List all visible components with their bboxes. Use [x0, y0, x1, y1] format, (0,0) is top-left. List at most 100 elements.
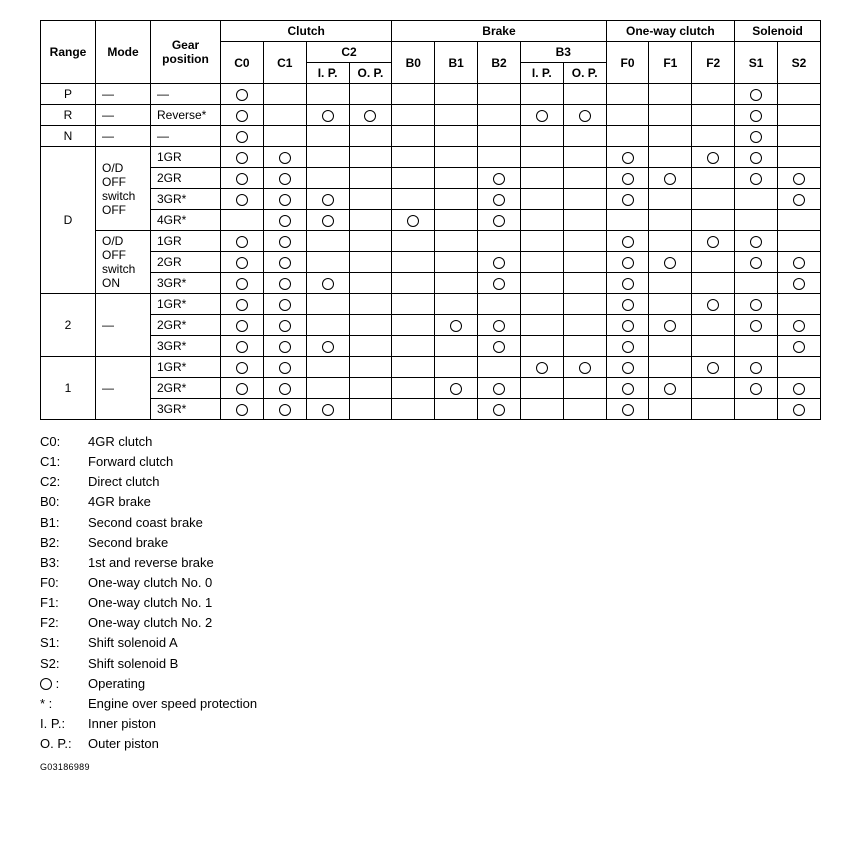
- cell-c0: [221, 168, 264, 189]
- cell-f2: [692, 231, 735, 252]
- cell-f2: [692, 357, 735, 378]
- operating-mark: [236, 152, 248, 164]
- gear-cell: 3GR*: [151, 273, 221, 294]
- hdr-b3: B3: [520, 42, 606, 63]
- cell-s1: [735, 231, 778, 252]
- cell-f1: [649, 126, 692, 147]
- cell-b1: [435, 189, 478, 210]
- cell-c1: [263, 273, 306, 294]
- cell-ip: [306, 231, 349, 252]
- table-row: R — Reverse*: [41, 105, 821, 126]
- legend-key: B0:: [40, 492, 88, 512]
- cell-b3op: [563, 84, 606, 105]
- legend-key: * :: [40, 694, 88, 714]
- cell-b1: [435, 84, 478, 105]
- legend-row: F0: One-way clutch No. 0: [40, 573, 821, 593]
- cell-s2: [777, 357, 820, 378]
- hdr-b3-ip: I. P.: [520, 63, 563, 84]
- operating-mark: [622, 383, 634, 395]
- operating-mark: [236, 173, 248, 185]
- cell-b1: [435, 315, 478, 336]
- operating-mark: [279, 236, 291, 248]
- legend-value: 1st and reverse brake: [88, 553, 214, 573]
- cell-ip: [306, 84, 349, 105]
- cell-b1: [435, 378, 478, 399]
- operating-mark: [493, 278, 505, 290]
- legend-row: B2: Second brake: [40, 533, 821, 553]
- cell-b1: [435, 252, 478, 273]
- hdr-b1: B1: [435, 42, 478, 84]
- cell-op: [349, 399, 392, 420]
- cell-f0: [606, 189, 649, 210]
- hdr-gear: Gear position: [151, 21, 221, 84]
- legend-row: C1: Forward clutch: [40, 452, 821, 472]
- cell-b3ip: [520, 357, 563, 378]
- cell-b1: [435, 105, 478, 126]
- cell-s2: [777, 336, 820, 357]
- cell-s1: [735, 399, 778, 420]
- cell-s1: [735, 168, 778, 189]
- legend-key: B3:: [40, 553, 88, 573]
- cell-b3ip: [520, 189, 563, 210]
- cell-b3ip: [520, 294, 563, 315]
- cell-s2: [777, 147, 820, 168]
- cell-s1: [735, 189, 778, 210]
- cell-b2: [478, 336, 521, 357]
- cell-b3ip: [520, 336, 563, 357]
- operating-mark: [279, 320, 291, 332]
- cell-b3ip: [520, 105, 563, 126]
- hdr-s1: S1: [735, 42, 778, 84]
- cell-s1: [735, 273, 778, 294]
- cell-f1: [649, 399, 692, 420]
- operating-mark: [750, 383, 762, 395]
- operating-mark: [793, 173, 805, 185]
- cell-c1: [263, 378, 306, 399]
- legend-key: S1:: [40, 633, 88, 653]
- cell-s2: [777, 168, 820, 189]
- cell-s2: [777, 378, 820, 399]
- gear-cell: 2GR*: [151, 378, 221, 399]
- operating-mark: [536, 110, 548, 122]
- cell-c0: [221, 294, 264, 315]
- table-row: N — —: [41, 126, 821, 147]
- cell-f0: [606, 252, 649, 273]
- operating-mark: [793, 320, 805, 332]
- operating-mark: [493, 215, 505, 227]
- transmission-operation-table: Range Mode Gear position Clutch Brake On…: [40, 20, 821, 420]
- legend-key: S2:: [40, 654, 88, 674]
- cell-f1: [649, 273, 692, 294]
- operating-mark: [622, 299, 634, 311]
- cell-b0: [392, 399, 435, 420]
- hdr-clutch: Clutch: [221, 21, 392, 42]
- cell-b1: [435, 210, 478, 231]
- cell-b1: [435, 168, 478, 189]
- operating-mark: [793, 278, 805, 290]
- cell-f0: [606, 357, 649, 378]
- cell-b2: [478, 189, 521, 210]
- mode-cell: —: [96, 357, 151, 420]
- operating-mark: [493, 383, 505, 395]
- mode-cell: O/DOFFswitchON: [96, 231, 151, 294]
- operating-mark: [622, 257, 634, 269]
- legend-key: F1:: [40, 593, 88, 613]
- legend-key: F2:: [40, 613, 88, 633]
- legend-row: I. P.: Inner piston: [40, 714, 821, 734]
- legend-value: Operating: [88, 674, 145, 694]
- operating-mark: [664, 383, 676, 395]
- hdr-brake: Brake: [392, 21, 606, 42]
- cell-op: [349, 357, 392, 378]
- cell-b1: [435, 336, 478, 357]
- cell-op: [349, 378, 392, 399]
- operating-mark: [750, 320, 762, 332]
- operating-mark: [493, 404, 505, 416]
- cell-f0: [606, 105, 649, 126]
- cell-s2: [777, 189, 820, 210]
- cell-s2: [777, 252, 820, 273]
- operating-mark: [579, 362, 591, 374]
- cell-f0: [606, 336, 649, 357]
- legend-row: : Operating: [40, 674, 821, 694]
- cell-op: [349, 189, 392, 210]
- cell-op: [349, 84, 392, 105]
- operating-mark: [750, 299, 762, 311]
- cell-f0: [606, 399, 649, 420]
